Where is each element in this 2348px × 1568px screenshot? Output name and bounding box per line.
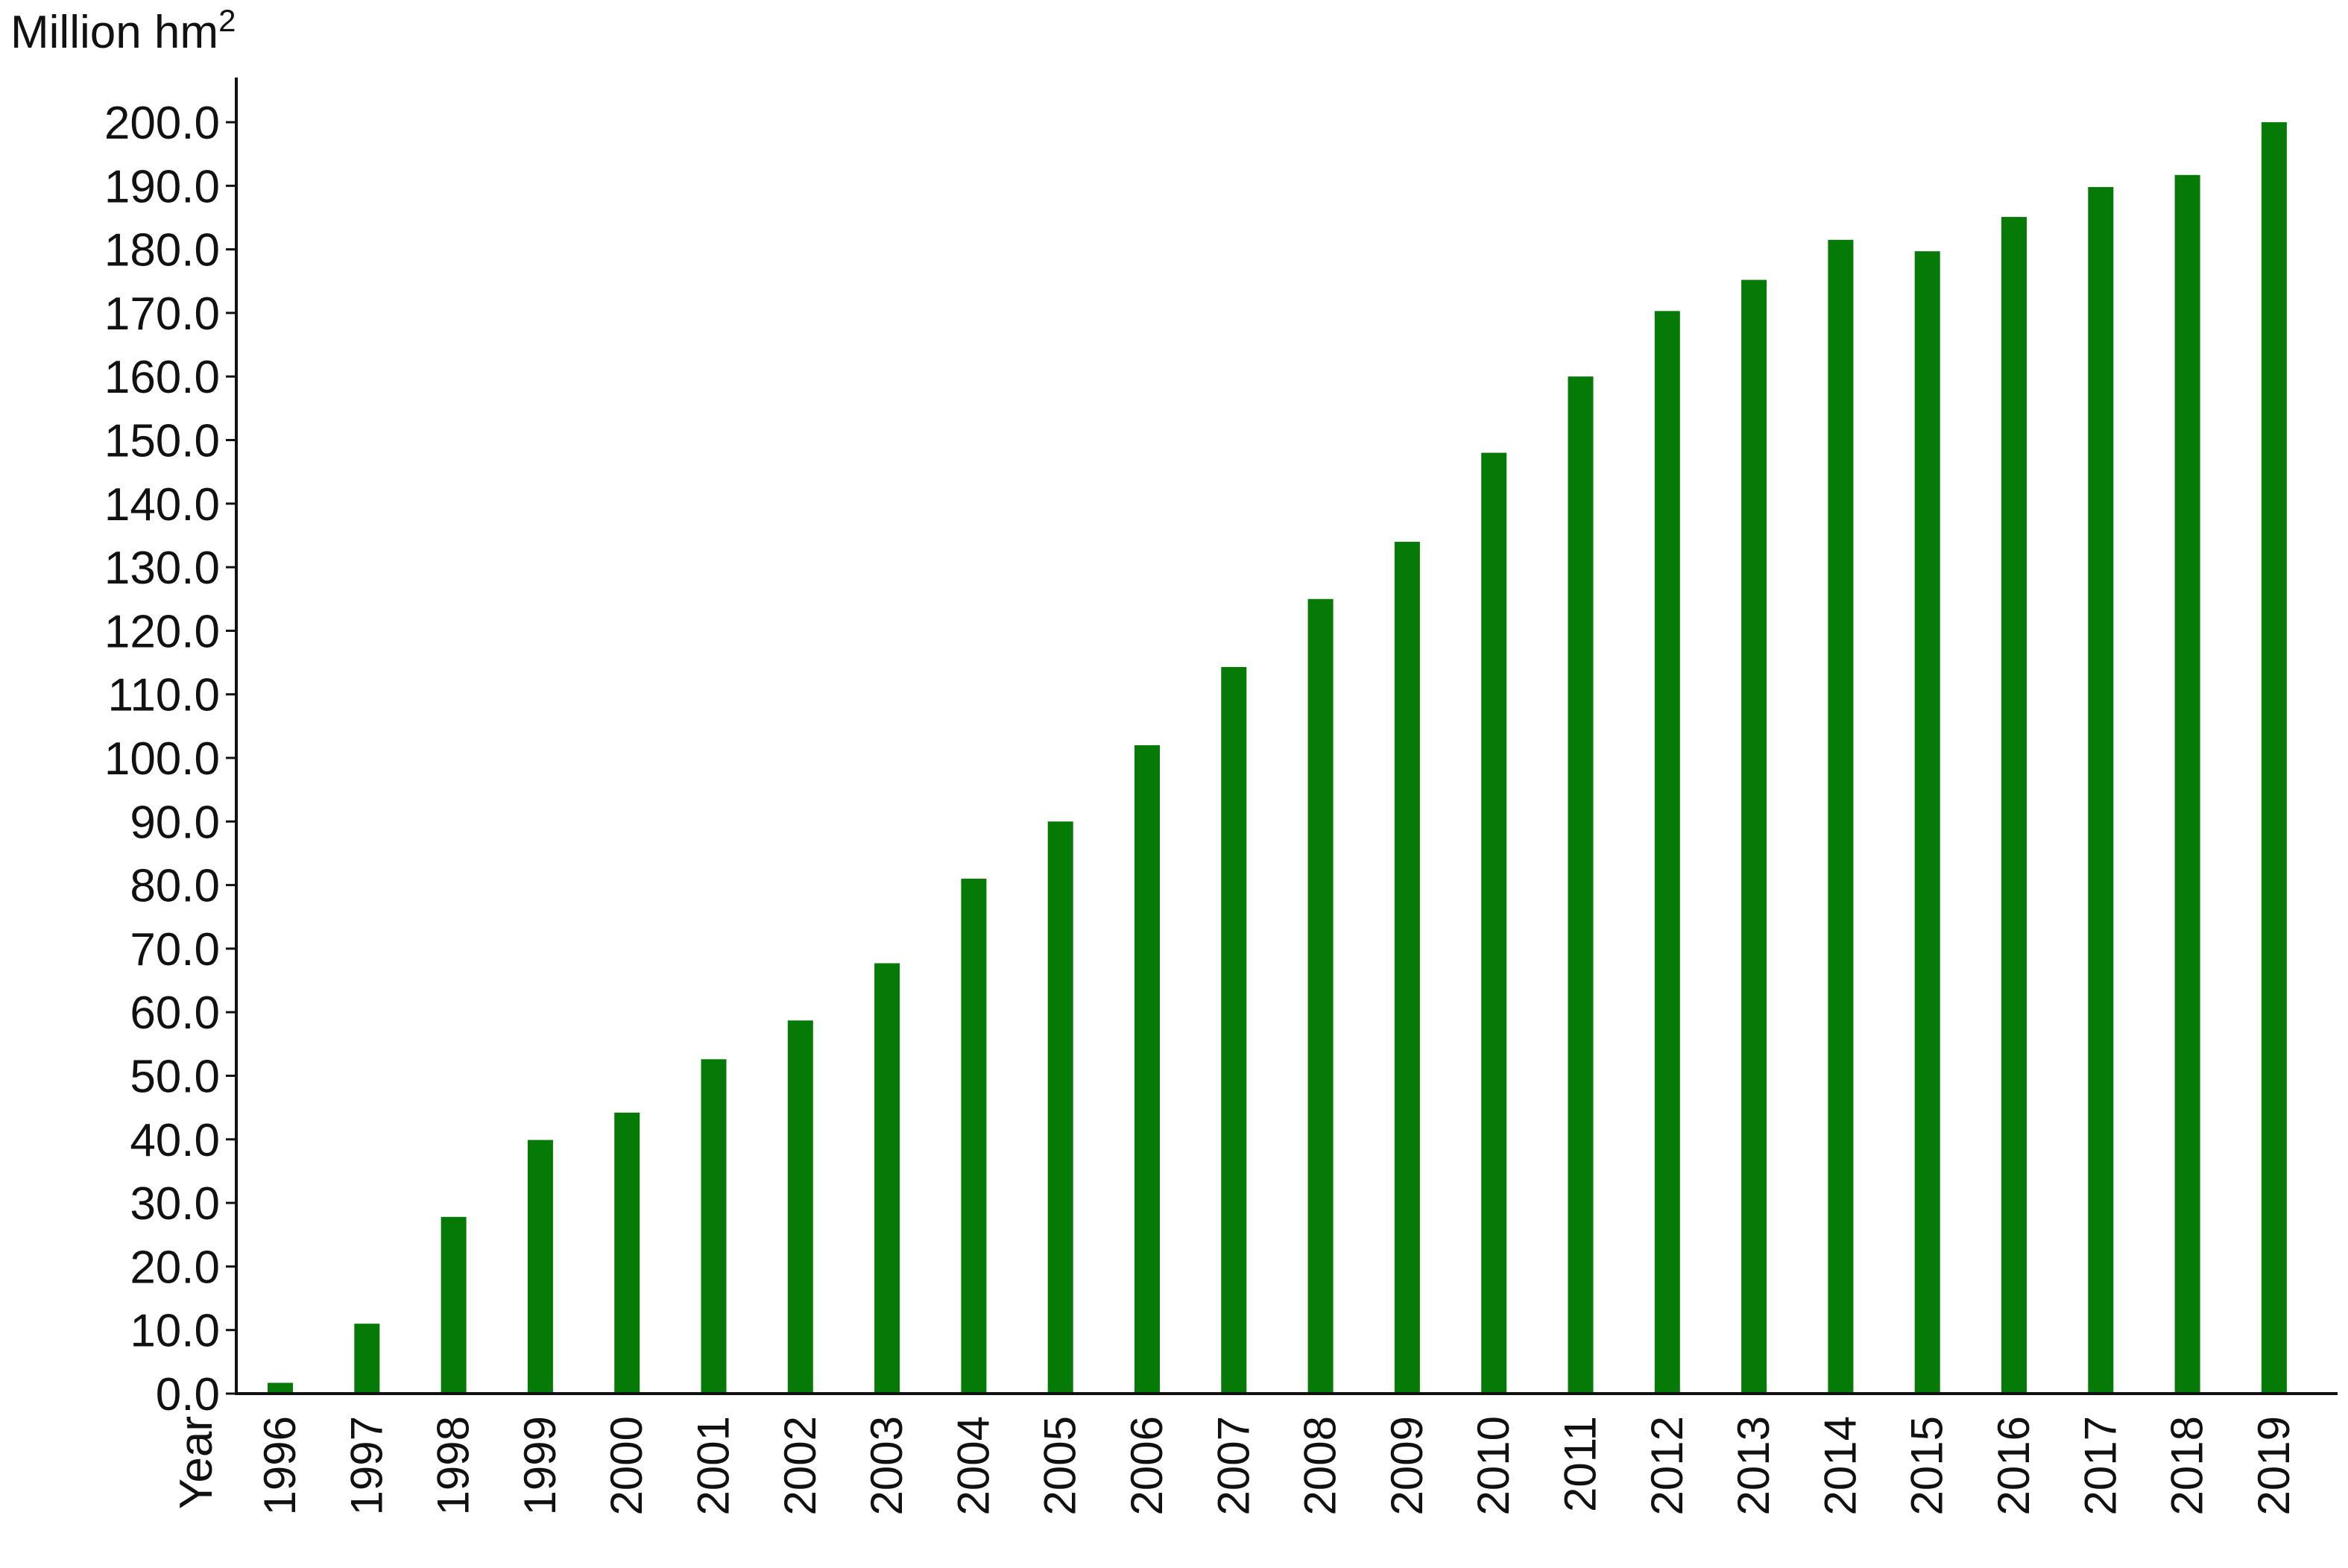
y-tick-label: 160.0 xyxy=(104,352,220,403)
bar xyxy=(961,879,987,1394)
y-tick-label: 30.0 xyxy=(130,1178,220,1230)
x-tick-label: 2005 xyxy=(1035,1416,1085,1515)
y-tick-label: 70.0 xyxy=(130,924,220,976)
y-tick-label: 110.0 xyxy=(107,670,220,721)
bar xyxy=(1914,251,1940,1394)
x-axis-title: Year xyxy=(171,1416,222,1509)
x-tick-label: 2016 xyxy=(1989,1416,2039,1515)
y-tick-label: 50.0 xyxy=(130,1052,220,1103)
x-tick-label: 1998 xyxy=(429,1416,479,1515)
x-tick-label: 2019 xyxy=(2249,1416,2299,1515)
y-tick-label: 140.0 xyxy=(104,479,220,531)
y-tick-label: 190.0 xyxy=(104,161,220,212)
y-tick-label: 120.0 xyxy=(104,606,220,657)
bar xyxy=(1481,452,1507,1394)
bar xyxy=(1047,821,1073,1394)
x-tick-label: 1996 xyxy=(255,1416,305,1515)
bar xyxy=(1134,745,1160,1394)
y-tick-label: 130.0 xyxy=(104,543,220,594)
y-axis-unit-label: Million hm2 xyxy=(10,3,236,58)
x-tick-label: 2003 xyxy=(862,1416,912,1515)
x-tick-label: 2008 xyxy=(1295,1416,1345,1515)
x-tick-label: 2000 xyxy=(602,1416,651,1515)
y-tick-label: 170.0 xyxy=(104,288,220,340)
y-tick-label: 100.0 xyxy=(104,733,220,785)
bar xyxy=(787,1020,813,1394)
x-tick-label: 2017 xyxy=(2075,1416,2125,1515)
x-tick-label: 2015 xyxy=(1902,1416,1952,1515)
x-tick-label: 2010 xyxy=(1468,1416,1518,1515)
y-tick-label: 150.0 xyxy=(104,416,220,467)
bar xyxy=(874,963,900,1394)
y-tick-label: 0.0 xyxy=(156,1369,220,1420)
bar xyxy=(2088,187,2114,1394)
x-tick-label: 2012 xyxy=(1642,1416,1692,1515)
bar xyxy=(527,1139,553,1394)
x-tick-label: 2006 xyxy=(1122,1416,1172,1515)
x-tick-label: 1999 xyxy=(515,1416,565,1515)
bar xyxy=(2261,122,2287,1394)
x-axis-ticks: 1996 1997 1998 1999 2000 2001 2002 2003 2004 2005… xyxy=(255,1416,2299,1515)
bar xyxy=(1394,541,1420,1394)
bar xyxy=(1828,239,1854,1394)
y-tick-label: 200.0 xyxy=(104,98,220,149)
bar xyxy=(701,1059,727,1394)
y-tick-label: 20.0 xyxy=(130,1242,220,1293)
x-tick-label: 2009 xyxy=(1382,1416,1432,1515)
bar xyxy=(354,1324,380,1394)
bars xyxy=(268,122,2287,1394)
bar xyxy=(1654,311,1680,1394)
y-tick-label: 90.0 xyxy=(130,797,220,848)
x-tick-label: 2004 xyxy=(948,1416,998,1515)
x-tick-label: 2018 xyxy=(2162,1416,2212,1515)
y-axis-ticks: 0.0 10.0 20.0 30.0 40.0 50.0 60.0 70.0 80.0 90.0 1… xyxy=(104,98,236,1420)
bar xyxy=(441,1216,467,1394)
x-tick-label: 2002 xyxy=(775,1416,825,1515)
bar xyxy=(1307,598,1334,1394)
bar xyxy=(2174,174,2200,1394)
x-tick-label: 1997 xyxy=(341,1416,391,1515)
bar xyxy=(2001,217,2027,1394)
bar xyxy=(1221,667,1247,1394)
y-tick-label: 40.0 xyxy=(130,1115,220,1166)
x-tick-label: 2014 xyxy=(1815,1416,1865,1515)
x-tick-label: 2013 xyxy=(1729,1416,1779,1515)
bar xyxy=(1741,279,1767,1394)
bar xyxy=(1568,376,1594,1394)
y-tick-label: 60.0 xyxy=(130,987,220,1039)
bar xyxy=(268,1382,293,1394)
bar xyxy=(614,1112,640,1394)
y-tick-label: 180.0 xyxy=(104,225,220,276)
y-tick-label: 80.0 xyxy=(130,861,220,912)
x-tick-label: 2007 xyxy=(1208,1416,1258,1515)
y-tick-label: 10.0 xyxy=(130,1306,220,1357)
x-tick-label: 2011 xyxy=(1556,1416,1606,1512)
x-tick-label: 2001 xyxy=(689,1416,739,1515)
